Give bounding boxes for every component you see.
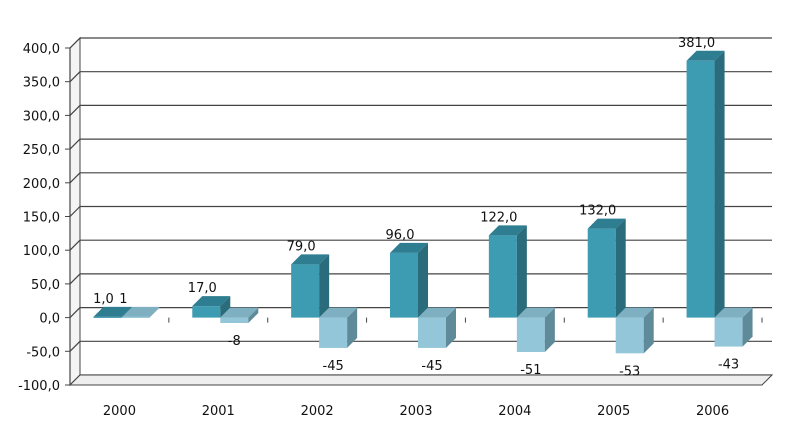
bar-series1-top bbox=[390, 242, 428, 253]
data-label-series2: -45 bbox=[323, 359, 344, 374]
y-tick-label: -50,0 bbox=[26, 345, 60, 360]
y-tick-label: 400,0 bbox=[23, 42, 60, 57]
bar-series1-side bbox=[121, 306, 132, 318]
bar-series1-front bbox=[587, 228, 616, 318]
bar-series2-top bbox=[121, 306, 160, 317]
y-tick-label: 150,0 bbox=[23, 211, 60, 226]
data-label-series2: -51 bbox=[520, 363, 541, 378]
data-label-series1: 122,0 bbox=[480, 210, 517, 225]
x-tick-label: 2001 bbox=[202, 404, 235, 419]
bar-series1-top bbox=[587, 218, 626, 229]
data-label-series2: -45 bbox=[421, 359, 442, 374]
bar-series2-side bbox=[742, 307, 753, 347]
y-tick-label: 200,0 bbox=[23, 177, 60, 192]
bar-series1-side bbox=[615, 218, 626, 318]
x-tick-label: 2000 bbox=[103, 404, 136, 419]
floor bbox=[68, 374, 774, 386]
bar-series1-side bbox=[220, 296, 231, 318]
gridline-depth bbox=[69, 37, 81, 49]
gridline-depth bbox=[69, 138, 81, 150]
bar-series2-front bbox=[516, 317, 545, 352]
bar-series1-top bbox=[686, 50, 725, 61]
bar-series2-front bbox=[418, 317, 446, 348]
data-label-series1: 79,0 bbox=[287, 239, 316, 254]
bar-series1-front bbox=[686, 60, 715, 318]
bar-series1-top bbox=[291, 254, 330, 265]
bar-series2-front bbox=[319, 317, 348, 348]
y-tick-label: 0,0 bbox=[39, 312, 60, 327]
data-label-series2: -8 bbox=[228, 334, 241, 349]
gridline-depth bbox=[69, 71, 81, 83]
data-label-series2: -53 bbox=[619, 364, 640, 379]
bar-series2-side bbox=[544, 307, 555, 352]
bar-series1-side bbox=[714, 50, 725, 318]
bar-series2-side bbox=[347, 307, 358, 348]
bar-series2-top bbox=[516, 307, 555, 318]
data-label-series1: 96,0 bbox=[386, 228, 415, 243]
data-label-series2: 1 bbox=[119, 292, 127, 307]
y-tick-label: -100,0 bbox=[18, 379, 60, 394]
gridline-depth bbox=[69, 104, 81, 116]
bar-series1-side bbox=[418, 242, 428, 318]
y-tick-label: 300,0 bbox=[23, 109, 60, 124]
data-label-series2: -43 bbox=[718, 358, 739, 373]
bar-series2-top bbox=[418, 307, 456, 318]
bar-series1-front bbox=[192, 306, 221, 318]
bar-series1-side bbox=[319, 254, 330, 318]
data-label-series1: 132,0 bbox=[579, 204, 616, 219]
bar-series1-front bbox=[488, 235, 517, 318]
bar-series1-side bbox=[516, 225, 527, 318]
bar-series1-front bbox=[291, 264, 320, 318]
data-label-series1: 381,0 bbox=[678, 36, 715, 51]
bar-series1-top bbox=[192, 296, 231, 307]
y-tick-label: 350,0 bbox=[23, 76, 60, 91]
bar-series1-top bbox=[93, 306, 132, 317]
bar-series1-top bbox=[488, 225, 527, 236]
bar-series2-top bbox=[714, 307, 753, 318]
data-label-series1: 17,0 bbox=[188, 281, 217, 296]
bar-series1-front bbox=[390, 252, 418, 318]
y-tick-label: 100,0 bbox=[23, 244, 60, 259]
gridline-depth bbox=[69, 273, 81, 285]
bar-series2-side bbox=[643, 307, 654, 354]
bar-series2-front bbox=[121, 316, 150, 318]
bar-series2-top bbox=[220, 307, 259, 318]
bar-series2-side bbox=[446, 307, 456, 348]
data-label-series1: 1,0 bbox=[93, 292, 114, 307]
gridline-depth bbox=[69, 172, 81, 184]
gridline-depth bbox=[69, 307, 81, 319]
bar-series2-front bbox=[615, 317, 644, 354]
x-tick-label: 2003 bbox=[399, 404, 432, 419]
gridline-depth bbox=[69, 340, 81, 352]
bar-series2-top bbox=[615, 307, 654, 318]
bar-series2-front bbox=[220, 317, 249, 323]
gridline-depth bbox=[69, 206, 81, 217]
bar-series2-front bbox=[714, 317, 743, 347]
y-tick-label: 250,0 bbox=[23, 143, 60, 158]
y-tick-label: 50,0 bbox=[31, 278, 60, 293]
bar-series2-side bbox=[149, 306, 160, 318]
x-tick-label: 2004 bbox=[498, 404, 531, 419]
bar-series2-top bbox=[319, 307, 358, 318]
bar-series2-side bbox=[248, 307, 259, 323]
gridline-depth bbox=[69, 239, 81, 251]
x-tick-label: 2002 bbox=[301, 404, 334, 419]
x-tick-label: 2006 bbox=[696, 404, 729, 419]
bar-series1-front bbox=[93, 316, 122, 318]
x-tick-label: 2005 bbox=[597, 404, 630, 419]
